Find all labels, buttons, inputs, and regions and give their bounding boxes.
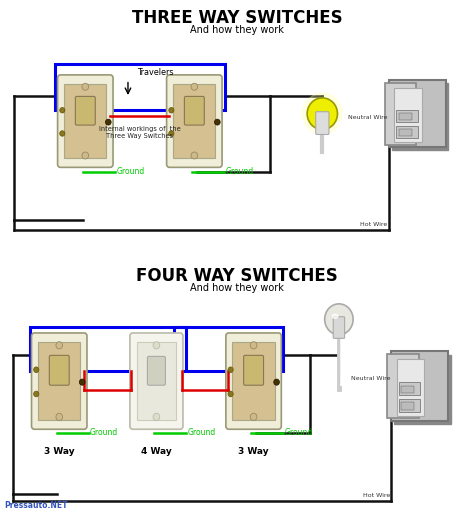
Text: 3 Way: 3 Way bbox=[44, 447, 74, 456]
Bar bbox=[399, 399, 420, 412]
FancyBboxPatch shape bbox=[333, 317, 345, 338]
Text: And how they work: And how they work bbox=[190, 25, 284, 35]
Circle shape bbox=[153, 413, 160, 420]
Circle shape bbox=[34, 367, 39, 373]
Bar bbox=[38, 342, 80, 420]
Bar bbox=[389, 80, 446, 147]
Circle shape bbox=[169, 108, 174, 113]
Bar bbox=[30, 327, 186, 371]
Text: Ground: Ground bbox=[116, 167, 145, 176]
FancyBboxPatch shape bbox=[147, 356, 165, 385]
Text: THREE WAY SWITCHES: THREE WAY SWITCHES bbox=[132, 9, 342, 27]
Text: FOUR WAY SWITCHES: FOUR WAY SWITCHES bbox=[136, 267, 338, 285]
Bar bbox=[401, 403, 414, 410]
Bar bbox=[396, 126, 418, 138]
Circle shape bbox=[325, 304, 353, 335]
FancyBboxPatch shape bbox=[31, 333, 87, 430]
Bar bbox=[173, 84, 215, 159]
Bar bbox=[174, 327, 283, 371]
Circle shape bbox=[169, 131, 174, 136]
Text: 4 Way: 4 Way bbox=[141, 447, 172, 456]
Bar bbox=[399, 129, 411, 136]
Circle shape bbox=[80, 379, 85, 385]
Text: Pressauto.NET: Pressauto.NET bbox=[5, 501, 68, 510]
Circle shape bbox=[34, 391, 39, 397]
Bar bbox=[64, 84, 106, 159]
Bar bbox=[55, 64, 225, 110]
Text: Ground: Ground bbox=[284, 428, 313, 437]
Bar bbox=[399, 382, 420, 396]
Bar bbox=[391, 352, 448, 421]
Ellipse shape bbox=[332, 314, 338, 318]
FancyBboxPatch shape bbox=[244, 355, 264, 385]
Bar bbox=[401, 386, 414, 393]
Circle shape bbox=[228, 391, 233, 397]
Bar bbox=[394, 88, 422, 142]
FancyBboxPatch shape bbox=[130, 333, 183, 430]
Text: Internal workings of  the
Three Way Switches: Internal workings of the Three Way Switc… bbox=[99, 126, 181, 139]
Circle shape bbox=[191, 152, 198, 159]
Circle shape bbox=[82, 152, 89, 159]
Bar bbox=[232, 342, 274, 420]
Circle shape bbox=[106, 119, 111, 125]
Text: Travelers: Travelers bbox=[137, 67, 174, 77]
Text: And how they work: And how they work bbox=[190, 283, 284, 293]
Text: Ground: Ground bbox=[225, 167, 254, 176]
Circle shape bbox=[302, 93, 342, 134]
Bar bbox=[397, 359, 424, 416]
FancyBboxPatch shape bbox=[167, 75, 222, 167]
FancyBboxPatch shape bbox=[58, 75, 113, 167]
Circle shape bbox=[191, 83, 198, 90]
Bar bbox=[392, 83, 448, 150]
FancyBboxPatch shape bbox=[75, 96, 95, 125]
Text: Ground: Ground bbox=[90, 428, 118, 437]
Bar bbox=[399, 113, 411, 121]
Text: Hot Wire: Hot Wire bbox=[361, 222, 388, 228]
Circle shape bbox=[250, 342, 257, 349]
FancyBboxPatch shape bbox=[49, 355, 69, 385]
Circle shape bbox=[56, 413, 63, 420]
Circle shape bbox=[60, 108, 65, 113]
FancyBboxPatch shape bbox=[316, 112, 329, 134]
FancyBboxPatch shape bbox=[226, 333, 282, 430]
Circle shape bbox=[274, 379, 279, 385]
Circle shape bbox=[215, 119, 220, 125]
Circle shape bbox=[153, 342, 160, 349]
Text: Neutral Wire: Neutral Wire bbox=[351, 376, 390, 381]
Circle shape bbox=[307, 98, 337, 130]
Circle shape bbox=[82, 83, 89, 90]
Bar bbox=[396, 110, 418, 123]
Bar bbox=[387, 354, 419, 418]
Bar bbox=[385, 83, 416, 145]
Bar bbox=[394, 354, 451, 424]
Circle shape bbox=[250, 413, 257, 420]
Text: Neutral Wire: Neutral Wire bbox=[348, 115, 388, 120]
Circle shape bbox=[228, 367, 233, 373]
Circle shape bbox=[60, 131, 65, 136]
Text: 3 Way: 3 Way bbox=[238, 447, 269, 456]
Bar bbox=[137, 342, 176, 420]
FancyBboxPatch shape bbox=[184, 96, 204, 125]
Text: Hot Wire: Hot Wire bbox=[363, 493, 390, 498]
Text: Ground: Ground bbox=[187, 428, 216, 437]
Circle shape bbox=[56, 342, 63, 349]
